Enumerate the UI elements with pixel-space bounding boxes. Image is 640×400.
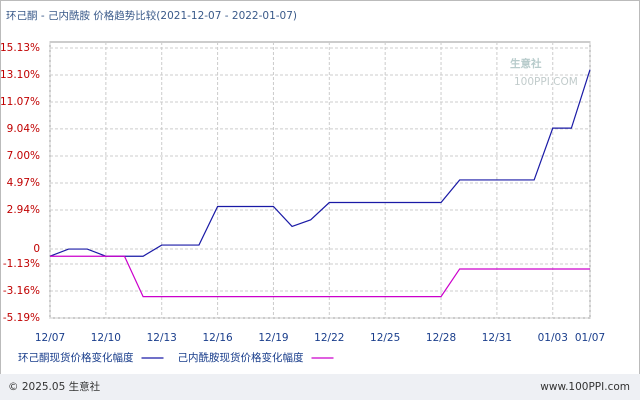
y-tick-label: 9.04% [7, 123, 40, 135]
y-tick-label: -1.13% [3, 258, 40, 270]
legend-label: 己内酰胺现货价格变化幅度 [178, 351, 304, 364]
watermark-site: 100PPI.COM [514, 76, 578, 88]
x-tick-label: 01/03 [538, 332, 568, 344]
series-line [50, 255, 590, 298]
x-tick-label: 12/28 [426, 332, 456, 344]
x-tick-label: 12/19 [258, 332, 288, 344]
x-tick-label: 01/07 [575, 332, 605, 344]
y-tick-label: 0 [33, 243, 40, 255]
x-tick-label: 12/10 [91, 332, 121, 344]
y-tick-label: 7.00% [7, 150, 40, 162]
x-tick-label: 12/31 [482, 332, 512, 344]
series-line [49, 69, 591, 257]
chart-title: 环己酮 - 己内酰胺 价格趋势比较(2021-12-07 - 2022-01-0… [6, 9, 297, 22]
footer-url: www.100PPI.com [540, 381, 630, 393]
legend-label: 环己酮现货价格变化幅度 [18, 351, 134, 364]
x-tick-label: 12/07 [35, 332, 65, 344]
x-tick-label: 12/13 [147, 332, 177, 344]
footer-bar [0, 374, 640, 400]
y-tick-label: 2.94% [7, 204, 40, 216]
y-tick-label: 4.97% [7, 177, 40, 189]
y-tick-label: -3.16% [3, 285, 40, 297]
watermark-name: 生意社 [510, 57, 542, 70]
y-tick-label: 11.07% [0, 96, 40, 108]
x-tick-label: 12/22 [314, 332, 344, 344]
footer-copyright: © 2025.05 生意社 [8, 380, 101, 393]
y-tick-label: 13.10% [0, 69, 40, 81]
x-tick-label: 12/16 [202, 332, 233, 344]
x-tick-label: 12/25 [370, 332, 400, 344]
y-tick-label: -5.19% [3, 312, 40, 324]
y-tick-label: 15.13% [0, 42, 40, 54]
